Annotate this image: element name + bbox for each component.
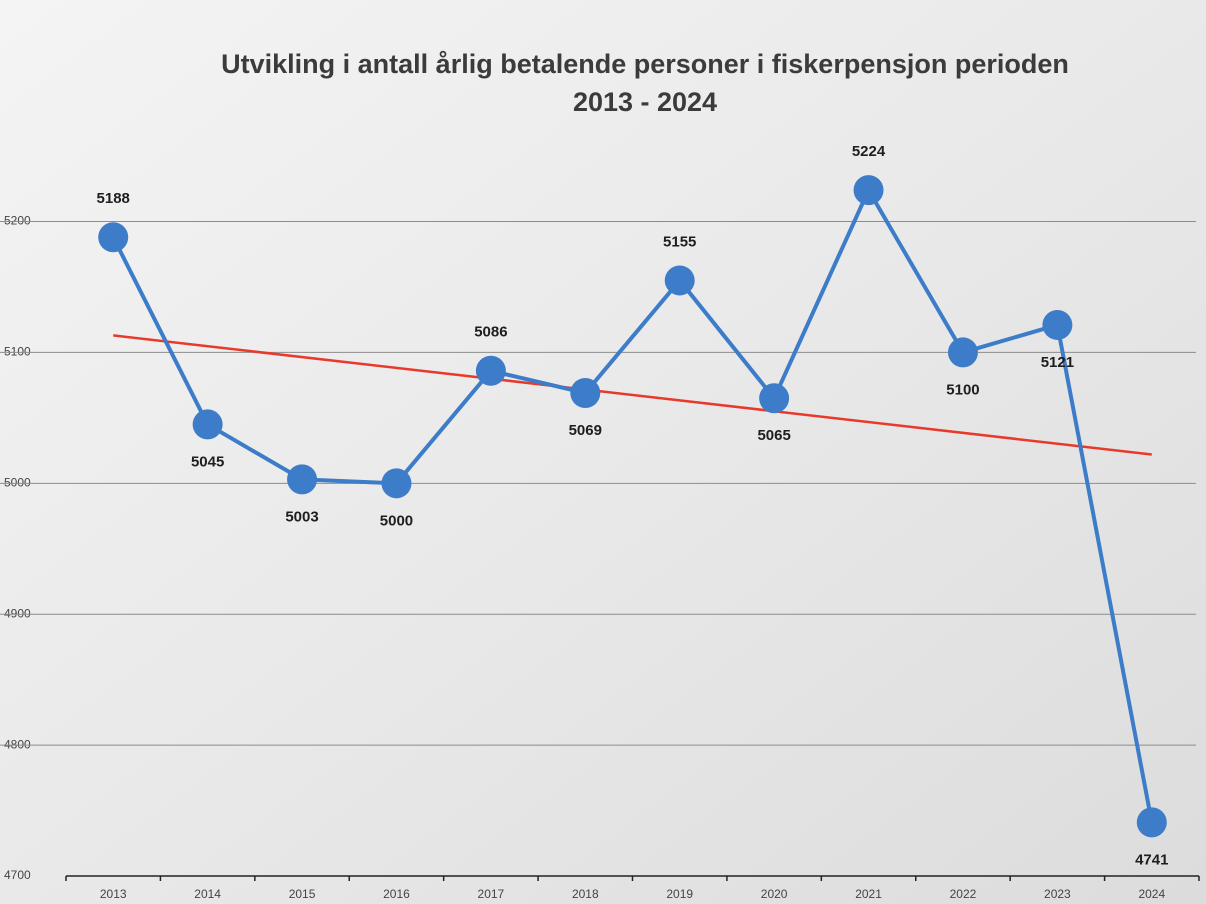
x-tick-label: 2019 — [666, 887, 693, 901]
data-label: 4741 — [1135, 851, 1168, 868]
data-point — [664, 265, 695, 296]
x-tick-label: 2022 — [950, 887, 977, 901]
x-tick-label: 2015 — [289, 887, 316, 901]
trend-line — [113, 334, 1152, 456]
x-tick-label: 2013 — [100, 887, 127, 901]
x-tick-label: 2016 — [383, 887, 410, 901]
data-line — [111, 188, 1154, 823]
data-label: 5000 — [380, 512, 413, 529]
x-tick-label: 2017 — [478, 887, 505, 901]
y-tick-label: 4700 — [4, 868, 31, 882]
data-label: 5065 — [757, 427, 790, 444]
data-point — [1042, 309, 1073, 340]
x-tick-label: 2020 — [761, 887, 788, 901]
y-tick-label: 5100 — [4, 345, 31, 359]
x-tick-label: 2014 — [194, 887, 221, 901]
data-label: 5086 — [474, 324, 507, 341]
data-point — [98, 222, 129, 253]
data-label: 5224 — [852, 143, 886, 160]
data-label: 5045 — [191, 453, 224, 470]
x-tick-label: 2021 — [855, 887, 882, 901]
data-point — [947, 337, 978, 368]
y-tick-label: 5200 — [4, 214, 31, 228]
data-point — [381, 468, 412, 499]
y-tick-label: 5000 — [4, 475, 31, 489]
data-point — [570, 378, 601, 409]
x-tick-label: 2018 — [572, 887, 599, 901]
chart-title: 2013 - 2024 — [573, 87, 717, 117]
x-tick-label: 2024 — [1138, 887, 1165, 901]
y-tick-label: 4800 — [4, 737, 31, 751]
y-tick-label: 4900 — [4, 606, 31, 620]
x-tick-label: 2023 — [1044, 887, 1071, 901]
data-point — [287, 464, 318, 495]
data-label: 5188 — [97, 190, 130, 207]
data-label: 5155 — [663, 233, 696, 250]
data-label: 5003 — [285, 508, 318, 525]
data-point — [192, 409, 223, 440]
data-point — [1136, 807, 1167, 838]
data-point — [853, 175, 884, 206]
data-label: 5121 — [1041, 354, 1074, 371]
chart-title: Utvikling i antall årlig betalende perso… — [221, 49, 1069, 79]
data-point — [475, 355, 506, 386]
data-point — [759, 383, 790, 414]
data-label: 5069 — [569, 422, 602, 439]
data-label: 5100 — [946, 381, 979, 398]
